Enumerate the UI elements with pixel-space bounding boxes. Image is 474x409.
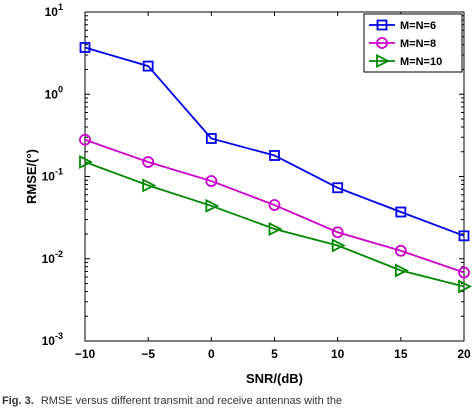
legend-label: M=N=10 [400,56,442,68]
data-point [394,263,409,278]
data-point [394,244,407,257]
y-tick-labels: 10-3 10-2 10-1 100 101 [42,2,63,348]
legend-marker [376,54,391,68]
data-point [268,222,283,236]
y-tick-label: 100 [45,84,63,101]
series-line [84,138,465,274]
data-point [79,42,91,53]
data-point [458,279,473,294]
series-2 [79,155,473,294]
legend-entry: M=N=6 [369,19,436,32]
data-point [331,238,346,253]
x-axis-label: SNR/(dB) [246,371,303,386]
caption-text: RMSE versus different transmit and recei… [41,395,342,407]
data-point [205,133,217,144]
data-point [205,198,220,213]
caption-label: Fig. 3. [2,395,34,407]
x-tick-label: 15 [394,347,408,361]
legend-label: M=N=8 [400,38,436,50]
series-0 [79,42,470,242]
axis-ticks [84,11,465,342]
data-point [142,60,154,72]
series-line [84,161,465,288]
x-tick-label: 0 [208,347,215,361]
x-tick-label: 5 [271,347,278,361]
data-point [331,226,344,239]
data-point [205,175,218,187]
data-point [269,150,280,161]
legend-entry: M=N=8 [369,37,436,50]
data-point [395,206,407,218]
legend-marker [376,37,388,49]
y-tick-label: 101 [45,2,63,19]
y-tick-label: 10-1 [42,167,63,184]
data-point [79,155,94,169]
data-point [332,182,344,194]
series-line [84,46,465,237]
data-point [142,156,155,168]
series-1 [79,133,470,279]
x-tick-label: −5 [141,347,155,361]
y-axis-label: RMSE/(°) [24,149,39,204]
series-layer [79,42,473,294]
legend-entry: M=N=10 [369,54,442,68]
data-point [268,199,281,211]
x-tick-label: −10 [75,347,96,361]
y-tick-label: 10-3 [42,331,63,348]
data-point [79,133,91,146]
data-point [458,230,470,242]
legend: M=N=6 M=N=8 M=N=10 [363,13,463,73]
x-tick-label: 20 [457,347,471,361]
data-point [458,266,470,279]
legend-label: M=N=6 [400,20,436,32]
data-point [142,178,157,193]
legend-marker [376,19,388,31]
x-tick-label: 10 [331,347,345,361]
figure-caption: Fig. 3. RMSE versus different transmit a… [2,395,342,407]
y-tick-label: 10-2 [42,249,63,266]
x-tick-labels: −10 −5 0 5 10 15 20 [75,347,471,361]
